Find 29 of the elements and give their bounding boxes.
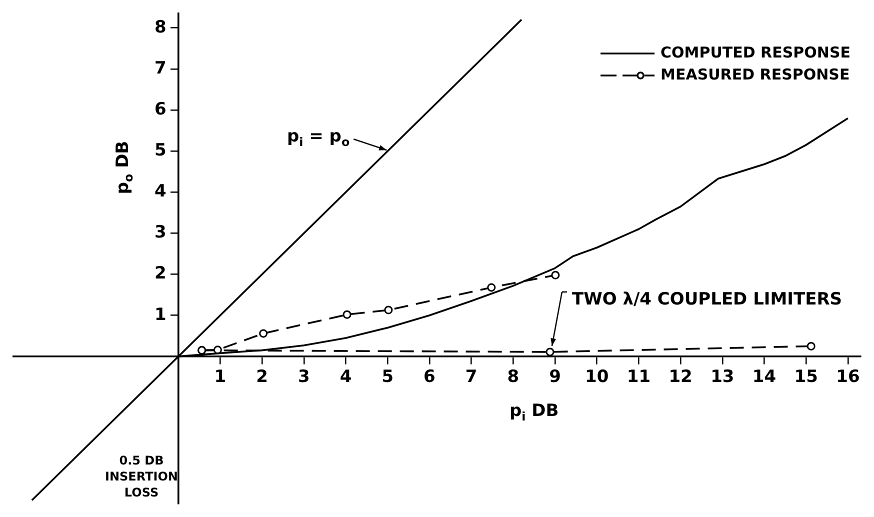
x-tick-label: 8 — [507, 367, 520, 388]
y-axis-title: po DB — [112, 140, 136, 194]
x-tick-label: 15 — [794, 367, 818, 388]
x-tick-label: 16 — [836, 367, 860, 388]
y-tick-label: 6 — [154, 99, 166, 120]
x-tick-label: 7 — [465, 367, 478, 388]
y-tick-label: 2 — [154, 264, 166, 284]
legend-label: MEASURED RESPONSE — [660, 65, 850, 84]
x-tick-label: 3 — [298, 367, 310, 388]
x-tick-label: 13 — [710, 367, 734, 388]
y-tick-label: 7 — [154, 58, 166, 78]
y-tick-label: 5 — [154, 140, 166, 161]
x-tick-label: 6 — [424, 367, 436, 388]
x-tick-label: 11 — [626, 367, 651, 388]
x-tick-label: 9 — [549, 367, 561, 388]
y-tick-label: 8 — [154, 17, 166, 38]
legend-label: COMPUTED RESPONSE — [660, 43, 851, 62]
y-tick-label: 1 — [154, 304, 166, 325]
x-tick-label: 5 — [382, 367, 394, 388]
x-tick-label: 10 — [585, 367, 609, 388]
annotation: 0.5 DB INSERTION LOSS — [105, 454, 178, 500]
x-tick-label: 2 — [256, 367, 268, 388]
x-tick-label: 4 — [340, 367, 352, 388]
annotation: TWO λ/4 COUPLED LIMITERS — [572, 289, 842, 310]
x-tick-label: 14 — [752, 367, 776, 388]
x-tick-label: 1 — [214, 367, 226, 388]
y-tick-label: 3 — [154, 222, 166, 243]
x-tick-label: 12 — [668, 367, 692, 388]
y-tick-label: 4 — [154, 182, 167, 202]
